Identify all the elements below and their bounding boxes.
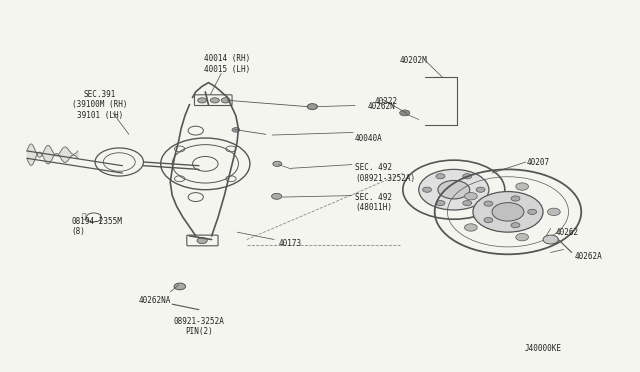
Circle shape xyxy=(422,187,431,192)
Text: 40202M: 40202M xyxy=(399,56,428,65)
Circle shape xyxy=(307,104,317,110)
Circle shape xyxy=(476,187,485,192)
Circle shape xyxy=(436,201,445,206)
Text: 40262: 40262 xyxy=(556,228,579,237)
Circle shape xyxy=(484,201,493,206)
Text: 08194-2355M
(8): 08194-2355M (8) xyxy=(72,217,122,236)
Circle shape xyxy=(465,224,477,231)
Circle shape xyxy=(438,180,470,199)
Text: SEC. 492
(08921-3252A): SEC. 492 (08921-3252A) xyxy=(355,163,415,183)
Circle shape xyxy=(436,174,445,179)
Circle shape xyxy=(543,235,558,244)
Circle shape xyxy=(465,193,477,200)
Circle shape xyxy=(492,203,524,221)
Circle shape xyxy=(473,192,543,232)
Text: 40222: 40222 xyxy=(374,97,397,106)
Circle shape xyxy=(511,222,520,228)
Text: SEC. 492
(48011H): SEC. 492 (48011H) xyxy=(355,193,392,212)
Text: Ⓑ: Ⓑ xyxy=(82,212,86,219)
Text: SEC.391
(39100M (RH)
39101 (LH): SEC.391 (39100M (RH) 39101 (LH) xyxy=(72,90,128,120)
Text: 40014 (RH)
40015 (LH): 40014 (RH) 40015 (LH) xyxy=(204,54,251,74)
Circle shape xyxy=(399,110,410,116)
Circle shape xyxy=(174,283,186,290)
Text: J40000KE: J40000KE xyxy=(525,344,562,353)
Text: 40262A: 40262A xyxy=(575,251,603,261)
Circle shape xyxy=(463,174,472,179)
Circle shape xyxy=(273,161,282,166)
Text: 08921-3252A
PIN(2): 08921-3252A PIN(2) xyxy=(173,317,225,336)
Circle shape xyxy=(516,183,529,190)
Circle shape xyxy=(484,218,493,223)
Circle shape xyxy=(547,208,560,215)
Circle shape xyxy=(232,128,240,132)
Circle shape xyxy=(419,169,489,210)
Circle shape xyxy=(197,238,207,244)
Circle shape xyxy=(221,98,230,103)
Circle shape xyxy=(198,98,207,103)
Circle shape xyxy=(211,98,220,103)
Circle shape xyxy=(511,196,520,201)
Text: 40262NA: 40262NA xyxy=(138,296,170,305)
Circle shape xyxy=(528,209,537,214)
Circle shape xyxy=(271,193,282,199)
Text: 40262N: 40262N xyxy=(368,102,396,111)
Circle shape xyxy=(516,234,529,241)
Circle shape xyxy=(463,201,472,206)
Text: 40207: 40207 xyxy=(527,157,550,167)
Text: 40173: 40173 xyxy=(278,239,301,248)
Text: 40040A: 40040A xyxy=(355,134,383,142)
